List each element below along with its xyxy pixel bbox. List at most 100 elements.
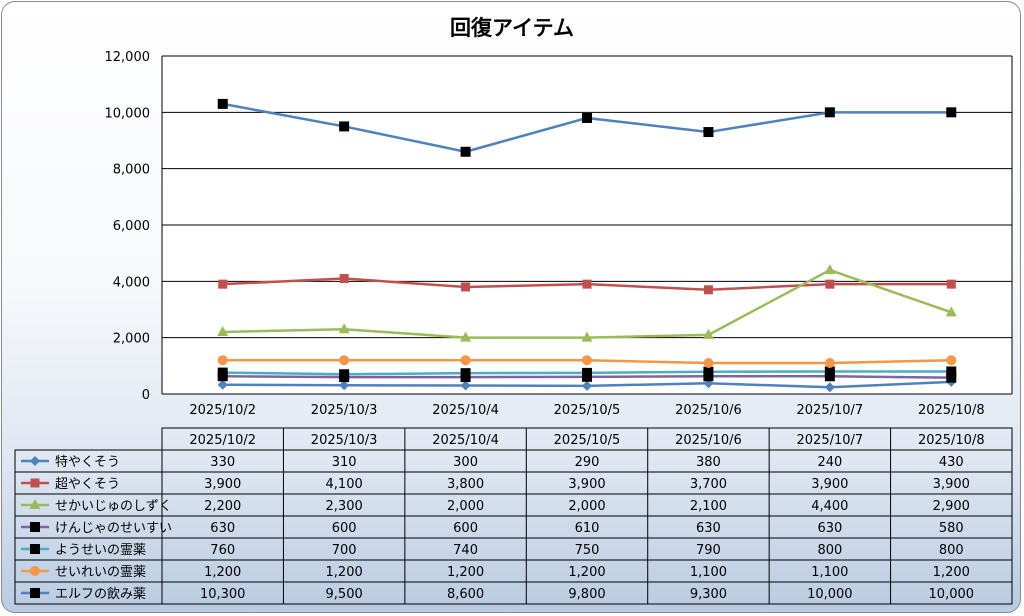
data-point (702, 328, 714, 339)
legend-label: けんじゃのせいすい (55, 521, 172, 536)
table-value-cell: 3,900 (568, 477, 605, 492)
data-point (460, 146, 471, 157)
table-value-cell: 8,600 (447, 587, 484, 602)
y-tick-label: 8,000 (113, 163, 150, 178)
table-value-cell: 10,300 (200, 587, 246, 602)
data-point (460, 368, 471, 379)
table-value-cell: 10,000 (807, 587, 853, 602)
table-value-cell: 760 (210, 543, 235, 558)
data-point (29, 499, 41, 509)
table-value-cell: 1,100 (811, 565, 848, 580)
data-point (824, 264, 836, 275)
table-value-cell: 9,300 (690, 587, 727, 602)
legend-label: せいれいの霊薬 (55, 565, 146, 580)
table-value-cell: 2,000 (568, 499, 605, 514)
table-value-cell: 3,900 (204, 477, 241, 492)
table-value-cell: 290 (575, 455, 600, 470)
table-value-cell: 700 (332, 543, 357, 558)
data-point (703, 358, 714, 369)
data-point (339, 355, 350, 366)
table-value-cell: 2,000 (447, 499, 484, 514)
chart-title: 回復アイテム (450, 16, 574, 40)
data-point (703, 127, 714, 138)
table-value-cell: 1,200 (204, 565, 241, 580)
table-header-cell: 2025/10/4 (432, 433, 499, 448)
table-value-cell: 740 (453, 543, 478, 558)
table-value-cell: 310 (332, 455, 357, 470)
table-value-cell: 4,400 (811, 499, 848, 514)
data-point (703, 285, 713, 295)
table-header-cell: 2025/10/6 (675, 433, 742, 448)
table-value-cell: 240 (817, 455, 842, 470)
table-value-cell: 9,500 (326, 587, 363, 602)
table-value-cell: 600 (453, 521, 478, 536)
data-point (30, 566, 40, 576)
legend-label: 特やくそう (55, 455, 120, 470)
table-value-cell: 4,100 (326, 477, 363, 492)
x-tick-label: 2025/10/6 (675, 403, 742, 418)
table-value-cell: 630 (696, 521, 721, 536)
y-tick-label: 10,000 (105, 106, 151, 121)
data-point (30, 588, 40, 598)
data-point (460, 380, 471, 391)
data-point (581, 331, 593, 342)
table-value-cell: 2,100 (690, 499, 727, 514)
x-tick-label: 2025/10/5 (554, 403, 621, 418)
data-point (460, 355, 471, 366)
table-value-cell: 330 (210, 455, 235, 470)
data-point (217, 379, 228, 390)
table-value-cell: 580 (939, 521, 964, 536)
data-point (824, 366, 835, 377)
table-value-cell: 10,000 (929, 587, 975, 602)
table-value-cell: 2,300 (326, 499, 363, 514)
table-value-cell: 750 (575, 543, 600, 558)
data-point (945, 306, 957, 317)
table-value-cell: 9,800 (568, 587, 605, 602)
table-value-cell: 800 (817, 543, 842, 558)
data-point (824, 358, 835, 369)
data-point (582, 112, 592, 123)
legend-label: 超やくそう (55, 477, 120, 492)
table-value-cell: 1,200 (447, 565, 484, 580)
data-point (461, 282, 471, 292)
data-point (582, 279, 592, 289)
table-value-cell: 630 (210, 521, 235, 536)
data-point (30, 544, 40, 554)
x-tick-label: 2025/10/7 (797, 403, 864, 418)
x-tick-label: 2025/10/8 (918, 403, 985, 418)
data-point (582, 380, 592, 391)
table-value-cell: 3,800 (447, 477, 484, 492)
table-value-cell: 3,900 (811, 477, 848, 492)
x-tick-label: 2025/10/2 (189, 403, 256, 418)
table-value-cell: 3,700 (690, 477, 727, 492)
data-point (218, 279, 228, 289)
data-point (339, 121, 350, 132)
data-point (30, 522, 40, 532)
table-value-cell: 790 (696, 543, 721, 558)
table-value-cell: 1,200 (326, 565, 363, 580)
y-tick-label: 4,000 (113, 275, 150, 290)
data-point (460, 331, 472, 342)
data-point (946, 366, 957, 377)
data-point (946, 279, 956, 289)
data-point (30, 456, 40, 466)
legend-label: ようせいの霊薬 (55, 543, 146, 558)
y-tick-label: 0 (142, 388, 150, 403)
data-point (217, 326, 229, 337)
data-point (217, 367, 228, 378)
legend-label: エルフの飲み薬 (55, 586, 146, 602)
data-point (30, 478, 40, 488)
table-value-cell: 600 (332, 521, 357, 536)
data-point (825, 279, 835, 289)
table-header-cell: 2025/10/2 (189, 433, 256, 448)
table-value-cell: 430 (939, 455, 964, 470)
table-value-cell: 610 (575, 521, 600, 536)
legend-label: せかいじゅのしずく (55, 499, 172, 514)
data-point (946, 355, 957, 366)
data-point (217, 98, 228, 109)
y-tick-label: 12,000 (105, 50, 151, 65)
data-point (338, 323, 350, 334)
data-point (339, 369, 350, 380)
